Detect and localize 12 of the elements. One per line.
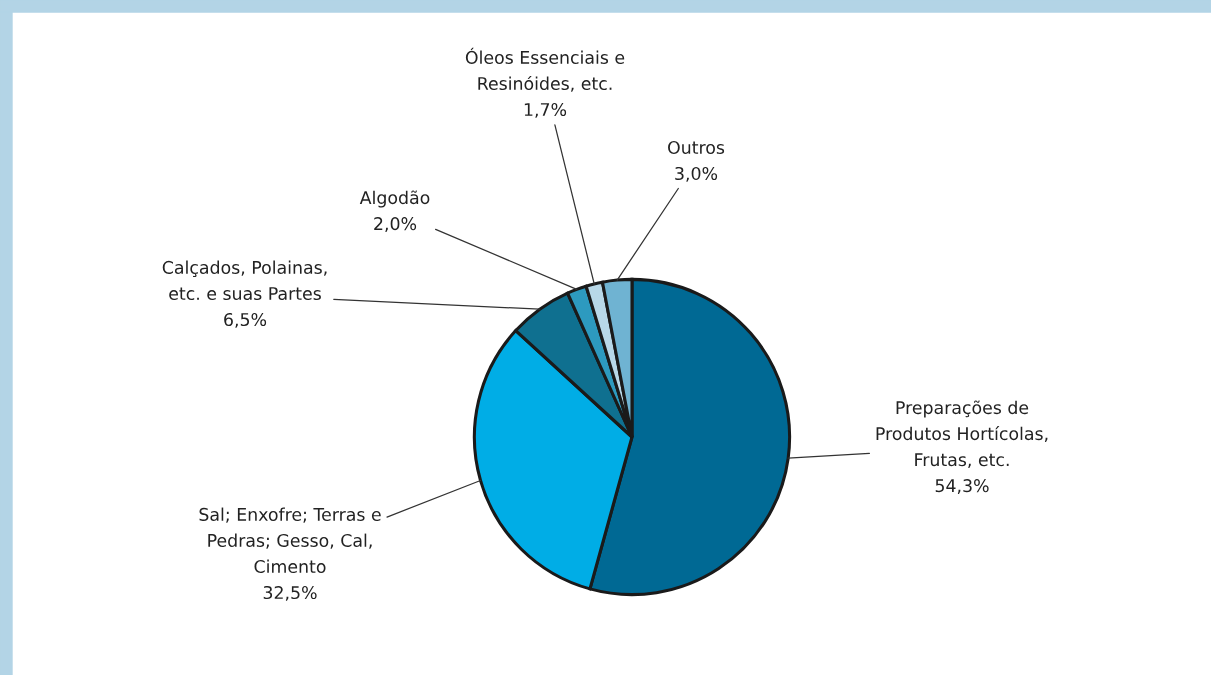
- slice-label: Preparações de Produtos Hortícolas, Frutas, etc.: [876, 400, 1048, 468]
- slice-label: Algodão: [359, 190, 430, 208]
- slice-label: Calçados, Polainas, etc. e suas Partes: [162, 260, 327, 301]
- data-label: 54,3%: [935, 479, 989, 495]
- data-label: 32,5%: [263, 585, 317, 601]
- slice-label: Óleos Essenciais e Resinóides, etc.: [465, 47, 625, 92]
- data-label: 1,7%: [524, 102, 567, 118]
- data-label: 2,0%: [374, 217, 417, 232]
- data-label: 6,5%: [224, 312, 267, 328]
- data-label: 3,0%: [675, 166, 718, 182]
- slice-label: Sal; Enxofre; Terras e Pedras; Gesso, Cal, Cimento: [199, 507, 381, 574]
- slice-label: Outros: [668, 140, 725, 155]
